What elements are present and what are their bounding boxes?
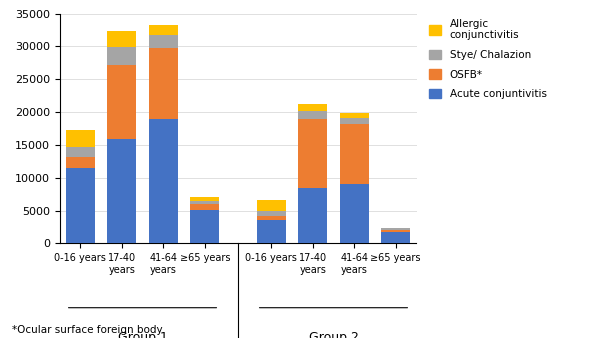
Bar (340, 118, 369, 124)
Bar (190, 197, 220, 201)
Bar (107, 139, 136, 243)
Bar (340, 184, 369, 243)
Bar (340, 113, 369, 118)
Bar (381, 230, 411, 232)
Bar (149, 119, 178, 243)
Bar (381, 228, 411, 230)
Text: Group 1: Group 1 (118, 331, 167, 338)
Bar (190, 204, 220, 210)
Bar (149, 35, 178, 48)
Legend: Allergic
conjunctivitis, Stye/ Chalazion, OSFB*, Acute conjuntivitis: Allergic conjunctivitis, Stye/ Chalazion… (429, 19, 547, 99)
Bar (107, 65, 136, 139)
Text: *Ocular surface foreign body: *Ocular surface foreign body (12, 324, 162, 335)
Bar (65, 147, 95, 157)
Bar (149, 25, 178, 35)
Bar (190, 210, 220, 243)
Bar (381, 232, 411, 243)
Text: Group 2: Group 2 (309, 331, 358, 338)
Bar (298, 111, 327, 119)
Bar (149, 48, 178, 119)
Bar (298, 119, 327, 188)
Bar (256, 211, 286, 216)
Bar (298, 104, 327, 111)
Bar (256, 216, 286, 220)
Bar (256, 200, 286, 211)
Bar (190, 201, 220, 204)
Bar (381, 227, 411, 228)
Bar (107, 31, 136, 47)
Bar (256, 220, 286, 243)
Bar (65, 130, 95, 147)
Bar (65, 168, 95, 243)
Bar (298, 188, 327, 243)
Bar (65, 157, 95, 168)
Bar (107, 47, 136, 65)
Bar (340, 124, 369, 184)
